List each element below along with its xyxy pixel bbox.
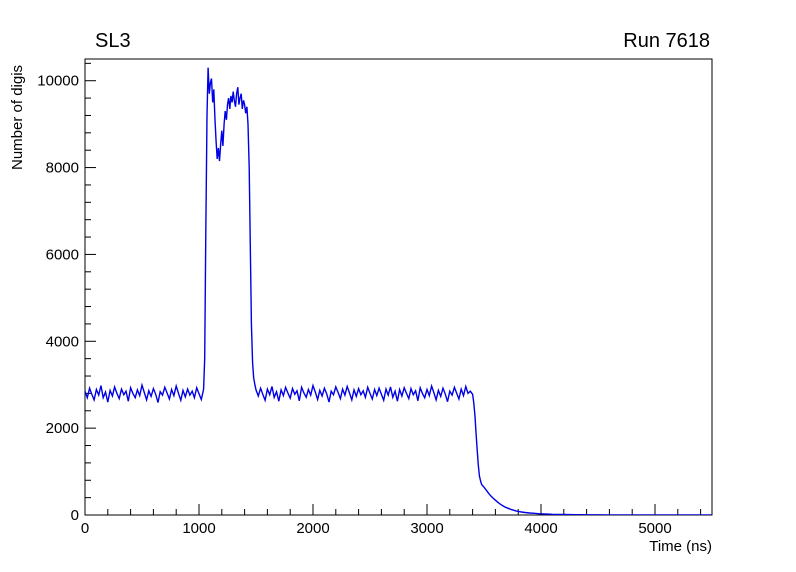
plot-area xyxy=(85,67,712,515)
y-tick-label: 0 xyxy=(71,507,79,524)
axes: 0 1000 2000 3000 4000 5000 0 2000 4000 6000 8000 10… xyxy=(37,62,702,537)
x-tick-label: 3000 xyxy=(410,520,443,537)
x-tick-label: 5000 xyxy=(638,520,671,537)
x-tick-label: 0 xyxy=(81,520,89,537)
histogram-line xyxy=(85,67,712,515)
x-tick-label: 4000 xyxy=(524,520,557,537)
y-tick-label: 6000 xyxy=(46,246,79,263)
plot-title-right: Run 7618 xyxy=(623,30,710,52)
x-axis-title: Time (ns) xyxy=(649,538,712,555)
y-tick-label: 4000 xyxy=(46,333,79,350)
x-tick-label: 1000 xyxy=(182,520,215,537)
y-axis-title: Number of digis xyxy=(9,65,26,170)
y-tick-label: 10000 xyxy=(37,73,79,90)
y-tick-label: 2000 xyxy=(46,420,79,437)
plot-frame xyxy=(84,58,713,516)
y-tick-label: 8000 xyxy=(46,160,79,177)
plot-title-left: SL3 xyxy=(95,30,131,52)
x-tick-label: 2000 xyxy=(296,520,329,537)
